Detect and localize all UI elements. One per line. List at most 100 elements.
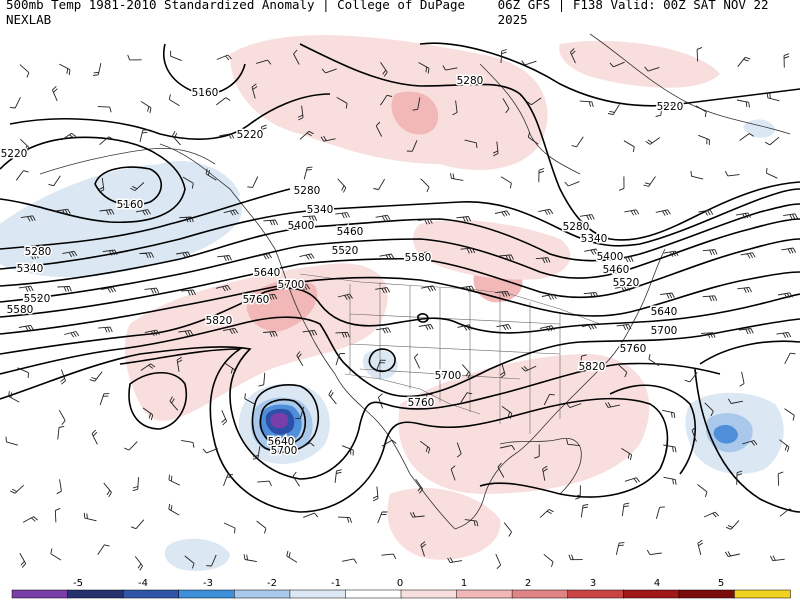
wind-barb [292, 471, 300, 487]
wind-barb [779, 439, 790, 453]
wind-barb [695, 105, 707, 118]
wind-barb [97, 106, 112, 113]
wind-barb [452, 100, 458, 116]
wind-barb [335, 212, 350, 219]
wind-barb [684, 372, 698, 383]
wind-barb [286, 550, 298, 563]
wind-barb [621, 448, 633, 461]
wind-barb [184, 555, 195, 569]
contour-label: 5280 [294, 185, 321, 197]
wind-barb [566, 403, 582, 409]
colorbar-swatch [623, 589, 680, 599]
wind-barb [140, 101, 152, 114]
wind-barb [93, 63, 102, 76]
colorbar-tick: 2 [525, 578, 531, 589]
wind-barb [779, 508, 795, 517]
wind-barb [261, 124, 267, 139]
wind-barb [335, 331, 350, 338]
wind-barb [521, 365, 537, 372]
wind-barb [139, 252, 154, 259]
wind-barb [735, 212, 751, 219]
wind-barb [618, 256, 634, 263]
wind-barb [496, 323, 512, 331]
wind-barb [500, 49, 507, 64]
wind-barb [615, 285, 630, 292]
wind-barb [696, 46, 703, 62]
wind-barb [527, 131, 539, 145]
wind-barb [379, 253, 395, 260]
warm-anomaly-greenland [559, 40, 720, 88]
wind-barb [89, 371, 103, 382]
wind-barb [419, 440, 431, 454]
wind-barb [655, 506, 665, 519]
wind-barb [534, 444, 540, 459]
wind-barb [450, 465, 456, 481]
wind-barb [372, 486, 379, 502]
contour-5460 [0, 218, 800, 303]
contour-label: 5640 [268, 436, 295, 448]
wind-barb [648, 353, 660, 367]
wind-barb [737, 286, 753, 293]
wind-barb [618, 176, 625, 191]
coastline-greenland [589, 33, 791, 135]
contour-label: 5280 [457, 75, 484, 87]
wind-barb [736, 99, 750, 108]
wind-barb [57, 425, 65, 440]
wind-barb [380, 94, 393, 106]
wind-barb [54, 507, 61, 523]
contour-5580 [0, 271, 800, 335]
contour-5220-low [0, 136, 186, 224]
wind-barb [700, 332, 716, 339]
contour-5280-west [0, 188, 291, 250]
wind-barb [420, 178, 430, 193]
contour-5220-north [9, 93, 331, 140]
colorbar-swatch [122, 589, 180, 599]
wind-barb [18, 285, 34, 292]
contour-5160-low [94, 166, 163, 206]
wind-barb [617, 363, 628, 378]
run-valid-time: 06Z GFS | F138 Valid: 00Z SAT NOV 22 202… [497, 0, 769, 27]
contour-5280-north [299, 43, 800, 241]
coastline-hudson-bay [479, 63, 581, 175]
wind-barb [132, 477, 139, 492]
contour-label: 5760 [243, 294, 270, 306]
contour-5520 [0, 238, 800, 318]
wind-barb [299, 130, 314, 140]
wind-barb [83, 512, 97, 522]
wind-barb [539, 508, 554, 518]
wind-barb [219, 133, 235, 139]
wind-barb [58, 409, 66, 425]
wind-barb [415, 478, 423, 494]
wind-barb [101, 286, 117, 293]
wind-barb [98, 326, 113, 333]
warm-anomaly-central-america [387, 488, 501, 560]
wind-barb [257, 480, 272, 487]
wind-barb [130, 519, 145, 530]
wind-barb [766, 92, 780, 102]
wind-barb [8, 391, 20, 403]
wind-barb [5, 436, 19, 446]
contour-5640 [0, 287, 800, 355]
wind-barb [738, 328, 754, 335]
map-panel: 5160 5160 5220 5220 5220 5280 5280 5280 … [0, 33, 800, 571]
contour-label: 5520 [613, 277, 640, 289]
wind-barb [409, 512, 425, 518]
wind-barb [172, 130, 181, 146]
wind-barb [464, 139, 478, 149]
wind-barb [124, 441, 138, 451]
wind-barb [243, 554, 257, 563]
wind-barb [460, 392, 473, 404]
wind-barb [217, 255, 232, 262]
wind-barb [725, 520, 740, 530]
wind-barb [766, 167, 778, 179]
wind-barb [341, 445, 354, 456]
wind-barb [19, 64, 30, 78]
wind-barb [176, 356, 183, 372]
wind-barb [539, 325, 555, 332]
wind-barb [492, 141, 499, 157]
colorbar-tick: 3 [590, 578, 596, 589]
wind-barb [413, 353, 421, 369]
contour-label: 5640 [651, 306, 678, 318]
wind-barb [338, 248, 354, 255]
warm-anomaly-canada [230, 35, 548, 170]
